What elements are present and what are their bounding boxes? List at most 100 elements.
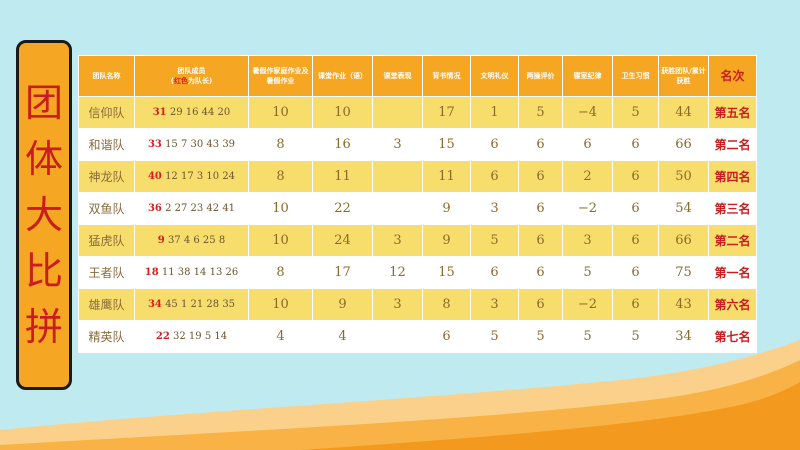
score-table: 团队名称 团队成员 (红色为队长) 暑假作家庭作业及暑假作业 课堂作业（语） 课… <box>78 55 757 353</box>
score-hygiene: 6 <box>612 224 659 257</box>
score-etiquette: 1 <box>470 96 519 129</box>
score-classwork: 16 <box>312 128 373 161</box>
title-char: 比 <box>24 249 63 293</box>
team-members: 22 32 19 5 14 <box>134 320 249 353</box>
score-hygiene: 6 <box>612 160 659 193</box>
score-evaluation: 6 <box>518 224 563 257</box>
table-row: 信仰队 31 29 16 44 20 10 10 17 1 5 −4 5 44 第五名 <box>78 96 757 129</box>
team-leader: 18 <box>144 267 159 278</box>
score-classwork: 24 <box>312 224 373 257</box>
header-members-suffix: 为队长) <box>188 77 213 85</box>
rank-label: 第一名 <box>708 256 757 289</box>
rank-label: 第二名 <box>708 128 757 161</box>
score-total: 43 <box>658 288 709 321</box>
header-evaluation: 两操评价 <box>518 55 563 97</box>
team-name: 神龙队 <box>78 160 135 193</box>
table-row: 雄鹰队 34 45 1 21 28 35 10 9 3 8 3 6 −2 6 43 第六名 <box>78 288 757 321</box>
score-dorm: −2 <box>562 288 613 321</box>
member-numbers: 32 19 5 14 <box>173 331 228 342</box>
header-team: 团队名称 <box>78 55 135 97</box>
table-row: 和谐队 33 15 7 30 43 39 8 16 3 15 6 6 6 6 66 第二名 <box>78 128 757 161</box>
member-numbers: 11 38 14 13 26 <box>161 267 239 278</box>
team-leader: 40 <box>147 171 162 182</box>
title-char: 拼 <box>24 305 63 349</box>
title-char: 大 <box>24 193 63 237</box>
score-recite: 17 <box>422 96 471 129</box>
score-hygiene: 5 <box>612 320 659 353</box>
score-evaluation: 5 <box>518 320 563 353</box>
score-dorm: −4 <box>562 96 613 129</box>
member-numbers: 15 7 30 43 39 <box>165 139 236 150</box>
table-row: 双鱼队 36 2 27 23 42 41 10 22 9 3 6 −2 6 54 第三名 <box>78 192 757 225</box>
score-hygiene: 6 <box>612 128 659 161</box>
score-classroom: 3 <box>372 224 423 257</box>
table-row: 精英队 22 32 19 5 14 4 4 6 5 5 5 5 34 第七名 <box>78 320 757 353</box>
rank-label: 第五名 <box>708 96 757 129</box>
score-summer: 10 <box>248 288 313 321</box>
score-classroom: 3 <box>372 288 423 321</box>
team-leader: 22 <box>155 331 170 342</box>
score-total: 66 <box>658 128 709 161</box>
score-evaluation: 6 <box>518 128 563 161</box>
score-summer: 8 <box>248 256 313 289</box>
score-recite: 9 <box>422 224 471 257</box>
score-summer: 8 <box>248 160 313 193</box>
score-evaluation: 6 <box>518 288 563 321</box>
score-summer: 10 <box>248 192 313 225</box>
score-recite: 15 <box>422 128 471 161</box>
team-name: 和谐队 <box>78 128 135 161</box>
rank-label: 第三名 <box>708 192 757 225</box>
side-title-banner: 团 体 大 比 拼 <box>16 40 72 390</box>
table-row: 猛虎队 9 37 4 6 25 8 10 24 3 9 5 6 3 6 66 第二名 <box>78 224 757 257</box>
score-evaluation: 6 <box>518 160 563 193</box>
team-leader: 31 <box>152 107 167 118</box>
team-members: 31 29 16 44 20 <box>134 96 249 129</box>
score-recite: 8 <box>422 288 471 321</box>
header-recite: 背书情况 <box>422 55 471 97</box>
team-members: 40 12 17 3 10 24 <box>134 160 249 193</box>
score-dorm: 5 <box>562 256 613 289</box>
header-total: 获胜团队/累计获胜 <box>658 55 709 97</box>
rank-label: 第六名 <box>708 288 757 321</box>
score-recite: 11 <box>422 160 471 193</box>
team-members: 36 2 27 23 42 41 <box>134 192 249 225</box>
score-total: 50 <box>658 160 709 193</box>
header-summer: 暑假作家庭作业及暑假作业 <box>248 55 313 97</box>
rank-label: 第二名 <box>708 224 757 257</box>
score-dorm: 6 <box>562 128 613 161</box>
team-leader: 33 <box>147 139 162 150</box>
paren-open: ( <box>170 77 174 85</box>
member-numbers: 37 4 6 25 8 <box>167 235 226 246</box>
header-hygiene: 卫生习惯 <box>612 55 659 97</box>
score-hygiene: 6 <box>612 192 659 225</box>
team-members: 33 15 7 30 43 39 <box>134 128 249 161</box>
table-row: 神龙队 40 12 17 3 10 24 8 11 11 6 6 2 6 50 第四名 <box>78 160 757 193</box>
team-leader: 9 <box>157 235 165 246</box>
header-etiquette: 文明礼仪 <box>470 55 519 97</box>
score-etiquette: 3 <box>470 288 519 321</box>
header-members-line1: 团队成员 <box>177 67 206 75</box>
score-total: 66 <box>658 224 709 257</box>
score-classwork: 4 <box>312 320 373 353</box>
score-classwork: 10 <box>312 96 373 129</box>
score-evaluation: 5 <box>518 96 563 129</box>
score-recite: 6 <box>422 320 471 353</box>
team-leader: 36 <box>147 203 162 214</box>
wave-dark <box>300 382 800 450</box>
table-row: 王者队 18 11 38 14 13 26 8 17 12 15 6 6 5 6 75 第一名 <box>78 256 757 289</box>
score-classroom: 12 <box>372 256 423 289</box>
score-summer: 4 <box>248 320 313 353</box>
score-etiquette: 6 <box>470 256 519 289</box>
header-classroom: 课堂表现 <box>372 55 423 97</box>
team-name: 猛虎队 <box>78 224 135 257</box>
score-total: 75 <box>658 256 709 289</box>
score-etiquette: 5 <box>470 224 519 257</box>
team-members: 18 11 38 14 13 26 <box>134 256 249 289</box>
score-hygiene: 6 <box>612 256 659 289</box>
member-numbers: 12 17 3 10 24 <box>165 171 236 182</box>
score-recite: 9 <box>422 192 471 225</box>
team-members: 9 37 4 6 25 8 <box>134 224 249 257</box>
team-name: 精英队 <box>78 320 135 353</box>
header-red-word: 红色 <box>174 77 188 85</box>
